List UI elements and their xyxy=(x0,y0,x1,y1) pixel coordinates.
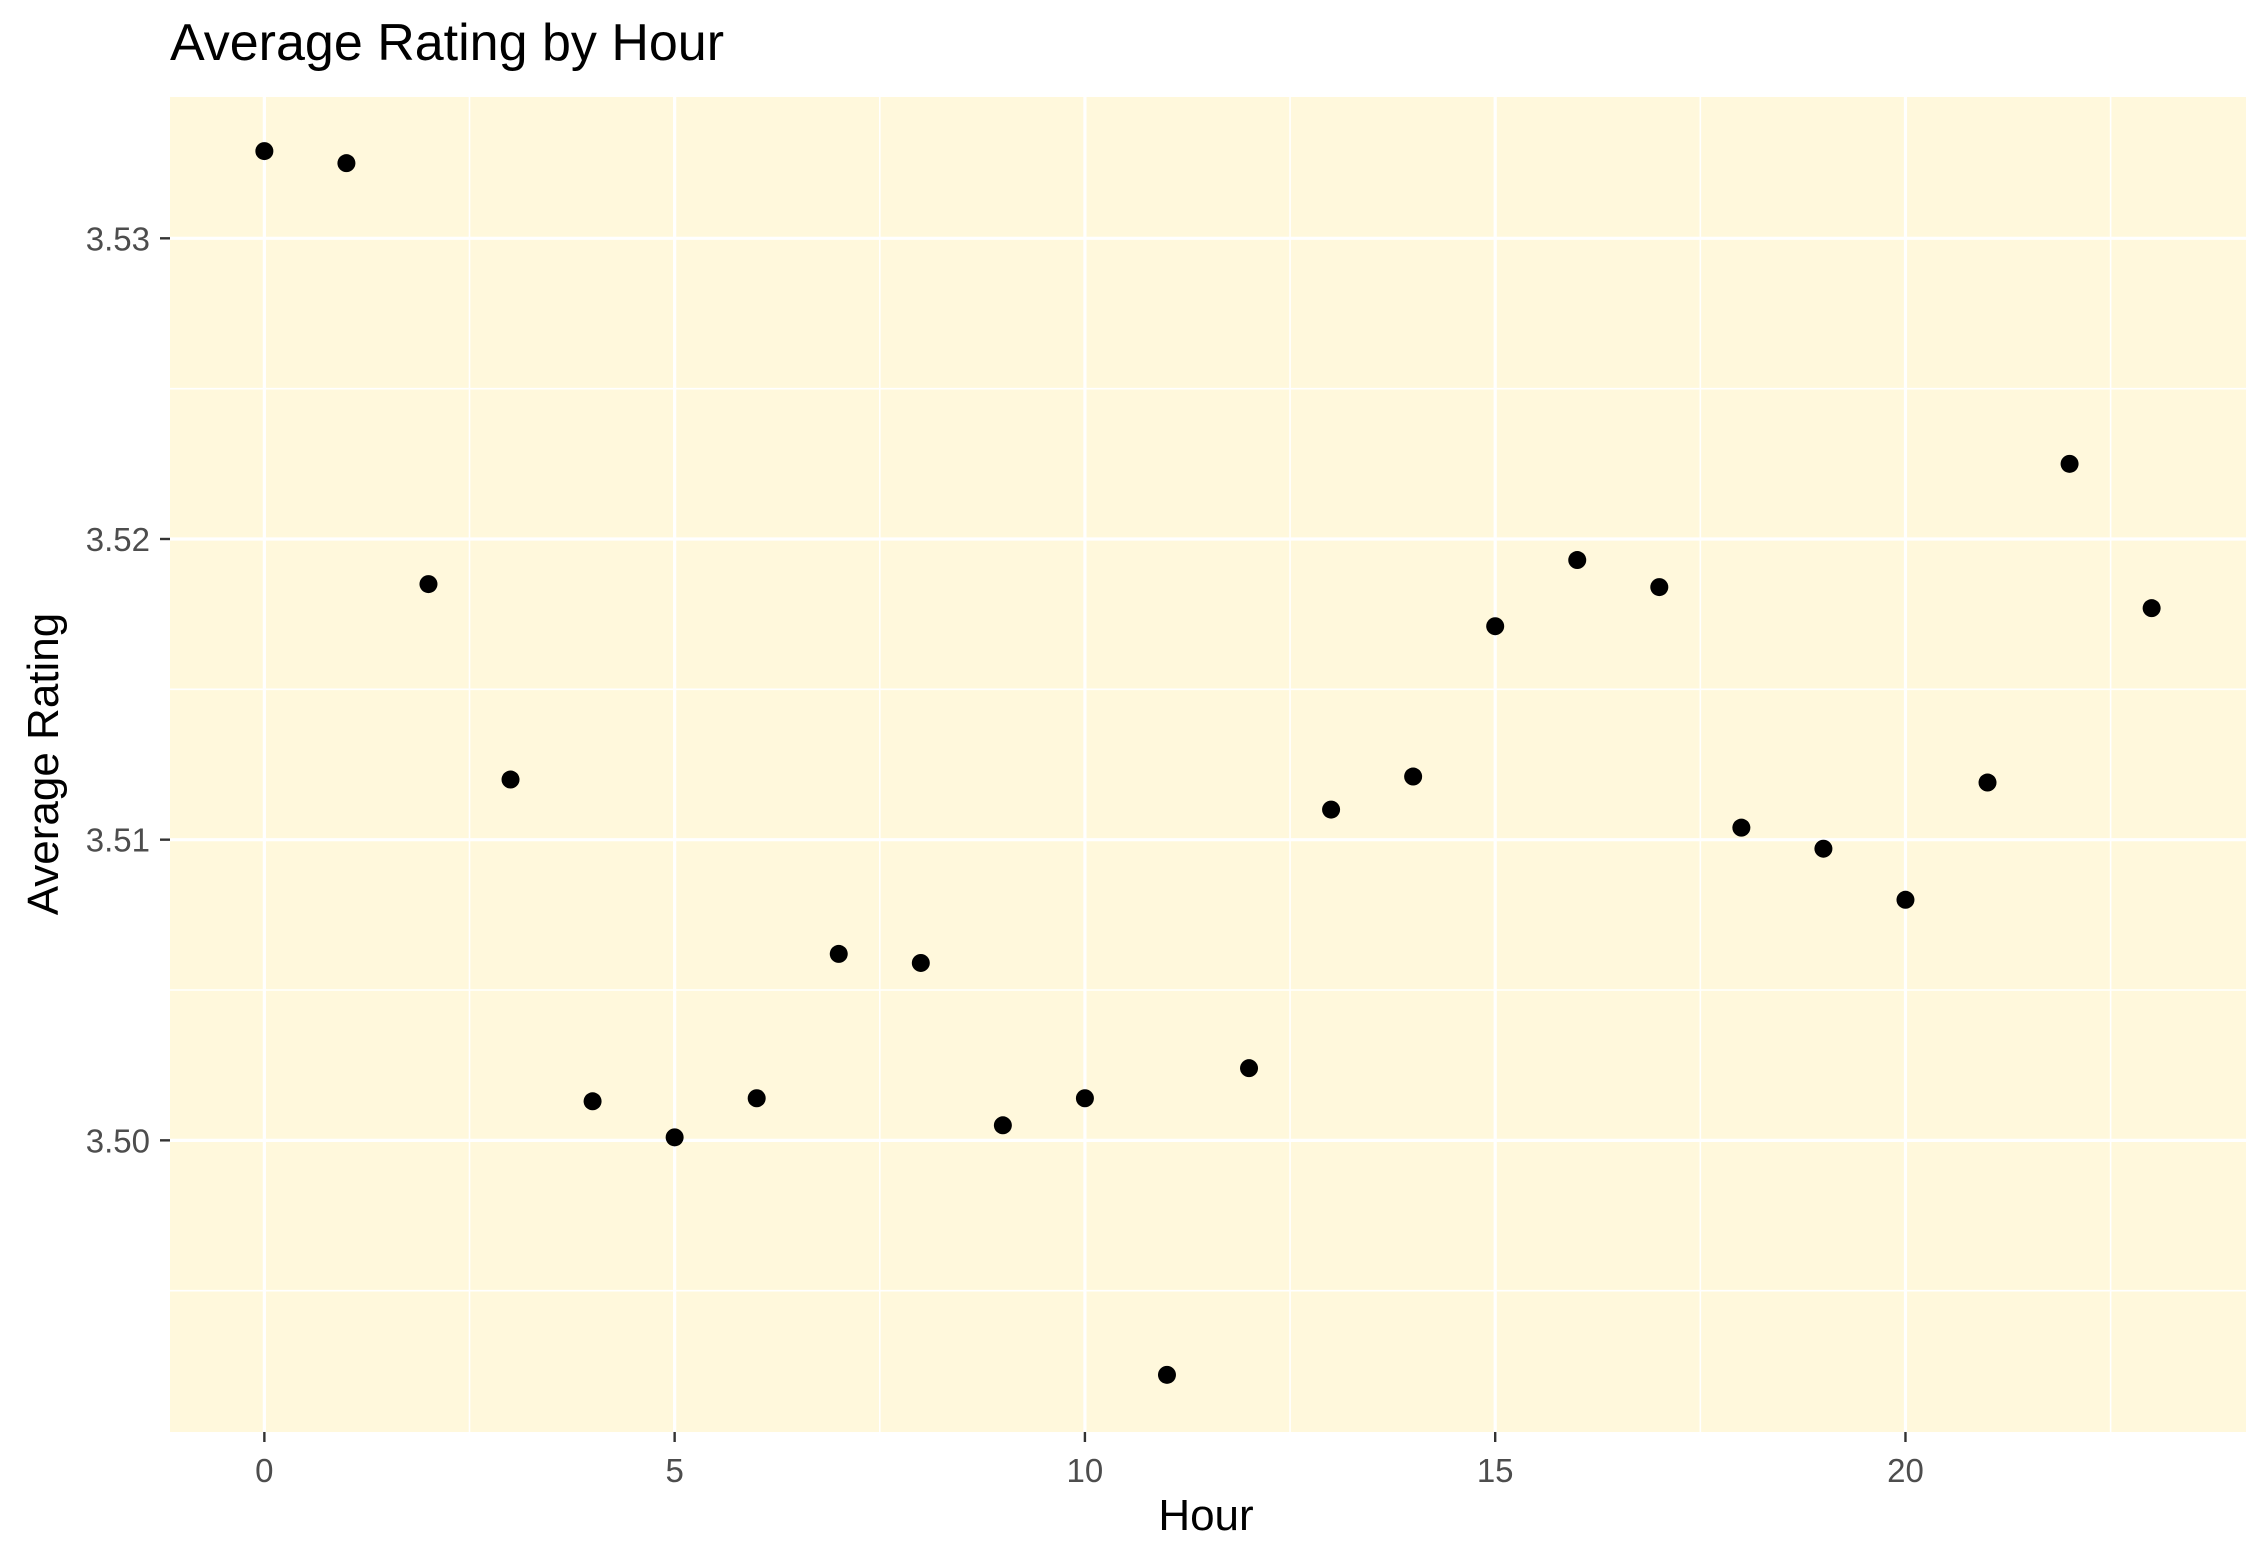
data-point xyxy=(1404,767,1423,786)
data-point xyxy=(501,770,520,789)
data-point xyxy=(1978,773,1997,792)
data-point xyxy=(255,142,274,161)
data-point xyxy=(1814,839,1833,858)
data-point xyxy=(1732,818,1751,837)
data-point xyxy=(993,1116,1012,1135)
data-point xyxy=(911,953,930,972)
y-tick-label: 3.53 xyxy=(86,220,150,257)
data-point xyxy=(829,944,848,963)
data-point xyxy=(1650,578,1669,597)
y-tick-label: 3.51 xyxy=(86,822,150,859)
data-point xyxy=(1896,890,1915,909)
data-point xyxy=(1240,1059,1259,1078)
x-axis-title: Hour xyxy=(1158,1491,1253,1540)
data-point xyxy=(2060,454,2079,473)
data-point xyxy=(665,1128,684,1147)
data-point xyxy=(1075,1089,1094,1108)
data-point xyxy=(583,1092,602,1111)
data-point xyxy=(2142,599,2161,618)
x-tick-label: 15 xyxy=(1477,1452,1514,1489)
data-point xyxy=(747,1089,766,1108)
data-point xyxy=(1157,1365,1176,1384)
x-tick-label: 5 xyxy=(665,1452,683,1489)
x-axis: 0 5 10 15 20 xyxy=(255,1432,1924,1489)
x-tick-label: 10 xyxy=(1067,1452,1104,1489)
plot-panel xyxy=(170,97,2246,1432)
y-axis-title: Average Rating xyxy=(19,613,68,916)
y-tick-label: 3.50 xyxy=(86,1122,150,1159)
data-point xyxy=(337,154,356,173)
grid-lines xyxy=(170,97,2246,1432)
x-tick-label: 20 xyxy=(1887,1452,1924,1489)
y-axis: 3.50 3.51 3.52 3.53 xyxy=(86,220,170,1159)
data-point xyxy=(1486,617,1505,636)
data-points xyxy=(255,142,2161,1384)
y-tick-label: 3.52 xyxy=(86,521,150,558)
data-point xyxy=(419,575,438,594)
data-point xyxy=(1568,551,1587,570)
chart-title: Average Rating by Hour xyxy=(170,14,724,72)
data-point xyxy=(1322,800,1341,819)
x-tick-label: 0 xyxy=(255,1452,273,1489)
